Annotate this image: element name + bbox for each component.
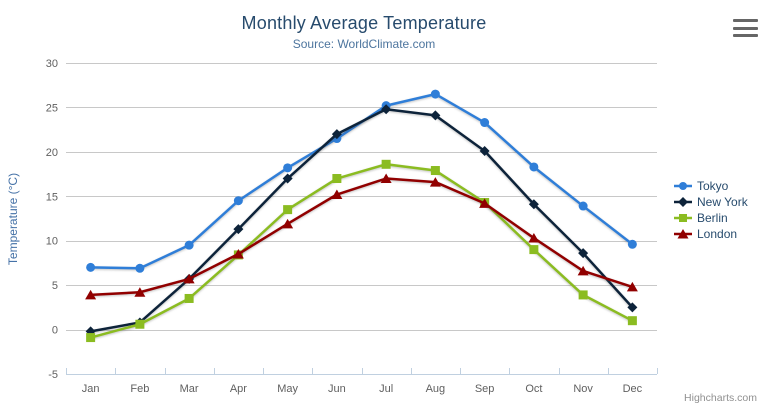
series-point-tokyo[interactable] [283, 163, 293, 173]
x-axis-label: Aug [426, 383, 446, 395]
series-point-new-york[interactable] [627, 302, 638, 313]
series-line-new-york[interactable] [90, 107, 634, 333]
series-point-berlin[interactable] [184, 293, 194, 303]
x-axis-label: Oct [525, 383, 542, 395]
series-point-berlin[interactable] [529, 245, 539, 255]
series-point-tokyo[interactable] [529, 162, 539, 172]
y-axis-label: 15 [46, 191, 58, 203]
legend-item-new-york[interactable]: New York [674, 194, 748, 210]
x-axis-label: Mar [180, 383, 199, 395]
y-axis-label: 20 [46, 147, 58, 159]
series-point-new-york[interactable] [233, 224, 244, 235]
legend-symbol-diamond-icon [674, 197, 692, 207]
series-point-tokyo[interactable] [135, 263, 145, 273]
series-point-tokyo[interactable] [86, 262, 96, 272]
series-point-berlin[interactable] [135, 319, 145, 329]
x-axis-label: May [277, 383, 298, 395]
x-axis-label: Jul [379, 383, 393, 395]
legend-symbol-square-icon [674, 214, 692, 222]
series-point-tokyo[interactable] [578, 201, 588, 211]
hamburger-icon [733, 19, 758, 22]
legend-item-berlin[interactable]: Berlin [674, 210, 748, 226]
series-point-london[interactable] [282, 218, 294, 229]
y-axis-label: 30 [46, 58, 58, 70]
series-point-berlin[interactable] [381, 159, 391, 169]
series-point-tokyo[interactable] [430, 89, 440, 99]
credits-link[interactable]: Highcharts.com [684, 392, 757, 404]
legend-symbol-circle-icon [674, 182, 692, 190]
series-point-new-york[interactable] [479, 145, 490, 156]
series-point-london[interactable] [626, 281, 638, 292]
y-axis-label: 5 [52, 280, 58, 292]
series-point-london[interactable] [429, 177, 441, 187]
series-point-berlin[interactable] [283, 205, 293, 215]
x-axis-label: Jan [82, 383, 100, 395]
series-point-london[interactable] [380, 173, 392, 184]
series-point-tokyo[interactable] [627, 239, 637, 249]
legend-label: Berlin [697, 211, 728, 225]
series-line-tokyo[interactable] [90, 92, 634, 270]
series-point-tokyo[interactable] [184, 240, 194, 250]
y-axis-label: 0 [52, 325, 58, 337]
series-point-new-york[interactable] [381, 104, 392, 115]
y-axis-label: -5 [48, 369, 58, 381]
legend-item-tokyo[interactable]: Tokyo [674, 178, 748, 194]
series-point-berlin[interactable] [578, 290, 588, 300]
series-point-new-york[interactable] [282, 173, 293, 184]
legend-label: Tokyo [697, 179, 729, 193]
y-axis-title: Temperature (°C) [6, 172, 20, 266]
chart-subtitle: Source: WorldClimate.com [292, 37, 436, 51]
legend-item-london[interactable]: London [674, 226, 748, 242]
series-point-london[interactable] [183, 273, 195, 284]
y-axis-label: 25 [46, 102, 58, 114]
series-point-tokyo[interactable] [233, 196, 243, 206]
series-point-new-york[interactable] [528, 199, 539, 210]
series-line-london[interactable] [90, 177, 633, 297]
series-point-london[interactable] [331, 189, 343, 200]
y-axis-label: 10 [46, 236, 58, 248]
legend-label: London [697, 227, 738, 241]
series-point-new-york[interactable] [331, 129, 342, 140]
chart-title: Monthly Average Temperature [241, 13, 487, 33]
series-point-new-york[interactable] [578, 248, 589, 259]
series-point-london[interactable] [134, 287, 146, 297]
series-point-berlin[interactable] [86, 333, 96, 343]
series-point-berlin[interactable] [332, 174, 342, 184]
x-axis-label: Feb [130, 383, 149, 395]
x-axis-label: Nov [573, 383, 593, 395]
x-axis-label: Dec [623, 383, 643, 395]
series-point-london[interactable] [232, 249, 244, 259]
x-axis-label: Jun [328, 383, 346, 395]
legend: Tokyo New York Berlin London [674, 178, 748, 242]
export-menu-button[interactable] [733, 19, 759, 37]
series-line-berlin[interactable] [90, 163, 633, 339]
series-point-london[interactable] [479, 198, 491, 208]
x-axis-label: Apr [230, 383, 247, 395]
series-point-berlin[interactable] [627, 316, 637, 326]
series-point-london[interactable] [85, 289, 97, 300]
series-point-berlin[interactable] [430, 166, 440, 176]
series-point-new-york[interactable] [430, 110, 441, 121]
series-point-london[interactable] [528, 233, 540, 243]
legend-symbol-triangle-icon [674, 229, 692, 239]
series-point-london[interactable] [577, 265, 589, 276]
series-point-tokyo[interactable] [480, 118, 490, 128]
x-axis-label: Sep [475, 383, 495, 395]
legend-label: New York [697, 195, 748, 209]
